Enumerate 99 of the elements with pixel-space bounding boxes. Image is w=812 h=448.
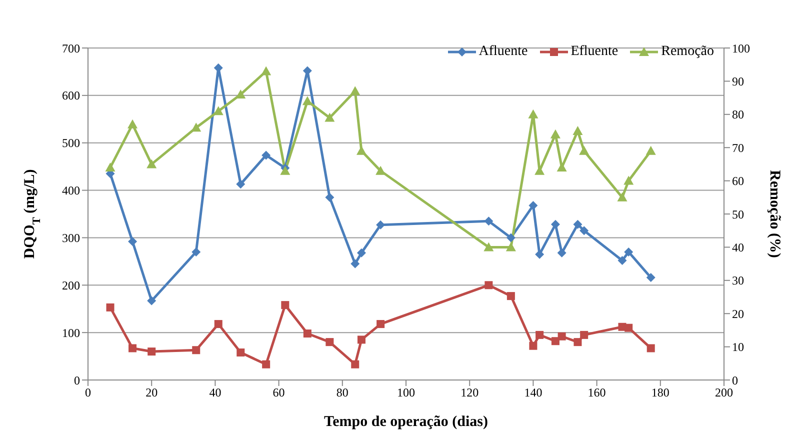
y2-tick-label: 30	[732, 274, 744, 288]
point	[618, 256, 627, 265]
legend-label: Efluente	[570, 44, 618, 60]
y-tick-label: 600	[62, 88, 80, 103]
point	[357, 336, 366, 344]
point	[558, 332, 566, 340]
point	[350, 259, 360, 268]
y2-tick-label: 10	[732, 340, 744, 354]
point	[236, 348, 245, 356]
point	[506, 292, 515, 300]
point	[261, 66, 272, 76]
point	[356, 248, 366, 258]
y-tick-label: 100	[62, 326, 80, 340]
point	[324, 112, 335, 122]
x-tick-label: 160	[588, 386, 606, 400]
point	[192, 247, 201, 256]
point	[213, 106, 224, 116]
point	[325, 192, 334, 202]
y2-tick-label: 60	[732, 174, 744, 188]
point	[128, 237, 138, 246]
point	[147, 296, 156, 306]
point	[556, 162, 567, 172]
x-tick-label: 140	[524, 386, 542, 400]
point	[579, 146, 590, 155]
x-tick-label: 200	[715, 386, 733, 400]
point	[528, 200, 538, 210]
point	[484, 242, 494, 252]
point	[551, 337, 560, 346]
point	[376, 320, 385, 328]
y2-tick-label: 90	[732, 74, 744, 88]
x-tick-label: 120	[460, 386, 479, 400]
legend-label: Remoção	[661, 44, 714, 60]
point	[550, 220, 560, 229]
point	[550, 129, 560, 138]
point	[106, 303, 114, 312]
point	[105, 162, 116, 172]
point	[536, 330, 544, 339]
y2-tick-label: 0	[732, 373, 738, 388]
point	[192, 346, 200, 354]
x-axis-title: Tempo de operação (dias)	[324, 414, 488, 430]
point	[191, 122, 202, 132]
y-tick-label: 500	[62, 136, 80, 150]
point	[529, 342, 538, 350]
point	[236, 89, 246, 98]
point	[646, 344, 655, 352]
y2-tick-label: 50	[732, 207, 744, 222]
point	[281, 301, 290, 310]
y2-tick-label: 70	[732, 140, 744, 155]
y2-axis-title: Remoção (%)	[766, 170, 783, 258]
x-tick-label: 60	[272, 386, 285, 400]
point	[303, 330, 312, 338]
x-tick-label: 100	[397, 386, 415, 400]
point	[580, 330, 588, 339]
x-tick-label: 0	[85, 386, 91, 400]
point	[624, 247, 634, 256]
y-tick-label: 700	[62, 41, 80, 56]
point	[573, 220, 582, 229]
x-tick-label: 40	[209, 386, 222, 400]
point	[356, 146, 366, 155]
point	[617, 192, 628, 202]
point	[574, 338, 582, 346]
point	[146, 159, 157, 168]
y-tick-label: 200	[62, 278, 80, 292]
point	[262, 360, 270, 368]
legend-label: Afluente	[478, 44, 528, 60]
point	[646, 146, 656, 155]
point	[350, 86, 360, 96]
point	[214, 320, 222, 328]
point	[580, 226, 589, 236]
point	[506, 233, 516, 242]
point	[484, 281, 493, 290]
point	[128, 119, 138, 128]
x-tick-label: 20	[146, 386, 158, 400]
point	[236, 180, 246, 189]
point	[528, 109, 538, 118]
y2-tick-label: 40	[732, 240, 744, 254]
point	[557, 248, 566, 258]
point	[484, 216, 494, 226]
point	[326, 338, 334, 346]
y-tick-label: 0	[74, 373, 80, 388]
y2-tick-label: 80	[732, 108, 744, 122]
point	[148, 348, 156, 356]
point	[262, 150, 271, 160]
x-tick-label: 180	[651, 386, 670, 400]
point	[506, 242, 516, 252]
point	[572, 126, 583, 135]
point	[646, 273, 656, 282]
point	[624, 324, 633, 332]
y-tick-label: 300	[62, 230, 80, 245]
y2-tick-label: 20	[732, 306, 744, 321]
point	[376, 166, 386, 175]
y-tick-label: 400	[62, 184, 80, 198]
x-tick-label: 80	[336, 386, 348, 400]
point	[624, 176, 634, 185]
y2-tick-label: 100	[732, 41, 750, 56]
point	[351, 360, 360, 368]
point	[302, 96, 312, 106]
point	[280, 166, 290, 175]
point	[128, 344, 137, 352]
